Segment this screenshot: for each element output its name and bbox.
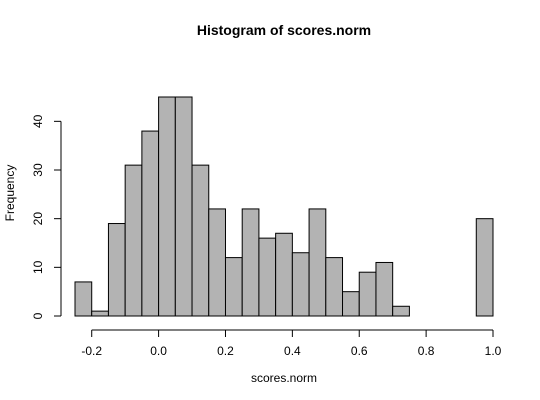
x-tick-label: 0.4 [284,344,301,358]
x-tick-label: 0.8 [418,344,435,358]
x-tick-label: 1.0 [485,344,502,358]
histogram-bar [191,164,210,317]
histogram-bar [158,96,176,317]
histogram-bar [308,208,327,317]
histogram-bar [91,310,109,317]
histogram-bar [241,208,260,317]
histogram-bar [208,208,226,317]
histogram-bar [325,257,344,317]
y-tick-label: 20 [31,212,45,226]
chart-title: Histogram of scores.norm [197,22,371,38]
histogram-bar [475,218,494,317]
x-tick-label: 0.6 [351,344,368,358]
histogram-bar [275,232,293,317]
histogram-bar [141,130,160,317]
y-axis: 0 10 20 30 40 [31,114,62,319]
histogram-bar [375,261,394,317]
y-axis-label: Frequency [3,165,17,222]
y-tick-label: 0 [31,312,45,319]
y-tick-label: 40 [31,114,45,128]
x-axis-label: scores.norm [251,371,317,385]
bars-group [74,96,494,317]
y-tick-label: 30 [31,163,45,177]
histogram-bar [358,271,377,317]
histogram-bar [174,96,193,317]
x-axis: -0.2 0.0 0.2 0.4 0.6 0.8 1.0 [81,329,502,358]
x-tick-label: 0.0 [150,344,167,358]
y-tick-label: 10 [31,260,45,274]
histogram-bar [124,164,143,317]
histogram-bar [291,252,310,317]
histogram-bar [74,281,93,317]
histogram-bar [392,305,410,317]
histogram-bar [107,223,126,317]
x-tick-label: -0.2 [81,344,102,358]
x-tick-label: 0.2 [217,344,234,358]
histogram-bar [342,291,360,317]
histogram-bar [224,257,243,317]
histogram-bar [258,237,277,317]
